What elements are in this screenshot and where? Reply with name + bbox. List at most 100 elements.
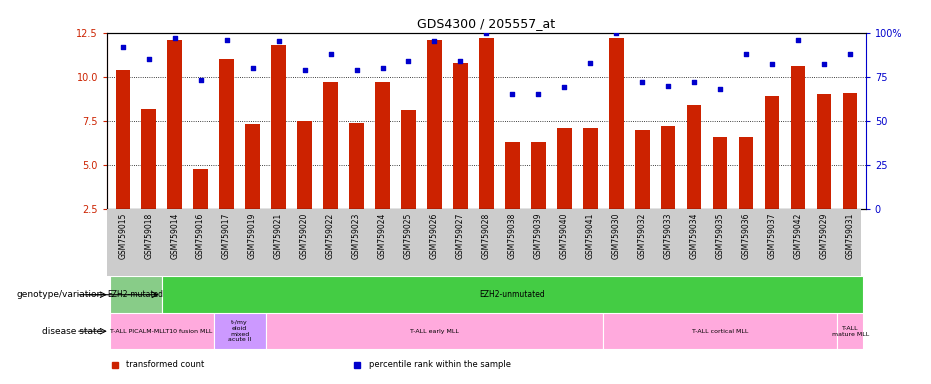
Bar xyxy=(401,110,415,209)
Point xyxy=(635,79,650,85)
Point xyxy=(661,83,676,89)
Point xyxy=(557,84,572,91)
Point xyxy=(713,86,728,92)
Text: GSM759024: GSM759024 xyxy=(378,213,387,259)
Text: GSM759039: GSM759039 xyxy=(533,213,543,259)
Point xyxy=(765,61,780,68)
Point xyxy=(193,77,208,83)
Text: GSM759036: GSM759036 xyxy=(742,213,750,259)
Text: GSM759027: GSM759027 xyxy=(456,213,465,259)
Text: GSM759038: GSM759038 xyxy=(508,213,517,259)
Point xyxy=(115,44,130,50)
Bar xyxy=(558,128,572,209)
Bar xyxy=(479,38,493,209)
Text: GSM759017: GSM759017 xyxy=(223,213,231,259)
Point xyxy=(219,36,234,43)
Text: T-ALL early MLL: T-ALL early MLL xyxy=(410,329,459,334)
Bar xyxy=(110,276,162,313)
Point xyxy=(245,65,260,71)
Bar xyxy=(142,109,155,209)
Text: GSM759031: GSM759031 xyxy=(845,213,855,259)
Text: GSM759022: GSM759022 xyxy=(326,213,335,259)
Point xyxy=(843,51,857,57)
Point xyxy=(401,58,416,64)
Text: GSM759014: GSM759014 xyxy=(170,213,179,259)
Bar xyxy=(246,124,260,209)
Bar xyxy=(739,137,753,209)
Point xyxy=(790,36,805,43)
Text: GSM759026: GSM759026 xyxy=(430,213,439,259)
Bar xyxy=(837,313,863,349)
Point xyxy=(271,38,286,45)
Text: GSM759023: GSM759023 xyxy=(352,213,361,259)
Text: GSM759018: GSM759018 xyxy=(144,213,153,259)
Bar xyxy=(168,40,182,209)
Bar xyxy=(817,94,831,209)
Point xyxy=(375,65,390,71)
Text: genotype/variation: genotype/variation xyxy=(16,290,102,299)
Title: GDS4300 / 205557_at: GDS4300 / 205557_at xyxy=(417,17,556,30)
Text: GSM759032: GSM759032 xyxy=(638,213,647,259)
Point xyxy=(687,79,702,85)
Text: GSM759040: GSM759040 xyxy=(560,213,569,259)
Point xyxy=(168,35,182,41)
Text: T-ALL cortical MLL: T-ALL cortical MLL xyxy=(692,329,749,334)
Text: percentile rank within the sample: percentile rank within the sample xyxy=(369,361,511,369)
Text: GSM759041: GSM759041 xyxy=(586,213,595,259)
Point xyxy=(453,58,468,64)
Point xyxy=(583,60,598,66)
Point xyxy=(479,30,493,36)
Text: GSM759042: GSM759042 xyxy=(794,213,803,259)
Bar xyxy=(603,313,837,349)
Bar xyxy=(791,66,805,209)
Bar xyxy=(213,313,265,349)
Bar xyxy=(506,142,519,209)
Text: GSM759034: GSM759034 xyxy=(690,213,699,259)
Point xyxy=(323,51,338,57)
Text: disease state: disease state xyxy=(42,327,102,336)
Text: GSM759037: GSM759037 xyxy=(768,213,776,259)
Bar xyxy=(265,313,603,349)
Text: T-ALL PICALM-MLLT10 fusion MLL: T-ALL PICALM-MLLT10 fusion MLL xyxy=(111,329,213,334)
Bar xyxy=(583,128,598,209)
Text: GSM759015: GSM759015 xyxy=(118,213,128,259)
Text: GSM759028: GSM759028 xyxy=(482,213,491,259)
Bar xyxy=(110,313,213,349)
Bar xyxy=(453,63,467,209)
Point xyxy=(531,91,546,98)
Bar xyxy=(843,93,857,209)
Bar xyxy=(115,70,129,209)
Text: GSM759016: GSM759016 xyxy=(196,213,205,259)
Text: GSM759033: GSM759033 xyxy=(664,213,673,259)
Text: GSM759020: GSM759020 xyxy=(300,213,309,259)
Bar xyxy=(349,123,364,209)
Bar xyxy=(194,169,208,209)
Point xyxy=(505,91,519,98)
Bar xyxy=(765,96,779,209)
Bar xyxy=(427,40,441,209)
Text: EZH2-unmutated: EZH2-unmutated xyxy=(479,290,546,299)
Bar xyxy=(635,130,650,209)
Bar xyxy=(661,126,676,209)
Text: t-/my
eloid
mixed
acute ll: t-/my eloid mixed acute ll xyxy=(228,320,251,343)
Point xyxy=(739,51,754,57)
Bar xyxy=(272,45,286,209)
Text: GSM759035: GSM759035 xyxy=(716,213,725,259)
Bar xyxy=(687,105,701,209)
Text: GSM759025: GSM759025 xyxy=(404,213,413,259)
Bar xyxy=(609,38,624,209)
Text: GSM759019: GSM759019 xyxy=(248,213,257,259)
Text: GSM759021: GSM759021 xyxy=(274,213,283,259)
Point xyxy=(427,38,442,45)
Point xyxy=(142,56,156,62)
Point xyxy=(297,67,312,73)
Bar xyxy=(297,121,312,209)
Text: EZH2-mutated: EZH2-mutated xyxy=(108,290,164,299)
Bar xyxy=(532,142,546,209)
Text: GSM759030: GSM759030 xyxy=(612,213,621,259)
Bar xyxy=(375,82,390,209)
Text: T-ALL
mature MLL: T-ALL mature MLL xyxy=(831,326,869,337)
Bar xyxy=(220,59,234,209)
Text: transformed count: transformed count xyxy=(126,361,204,369)
Point xyxy=(609,30,624,36)
